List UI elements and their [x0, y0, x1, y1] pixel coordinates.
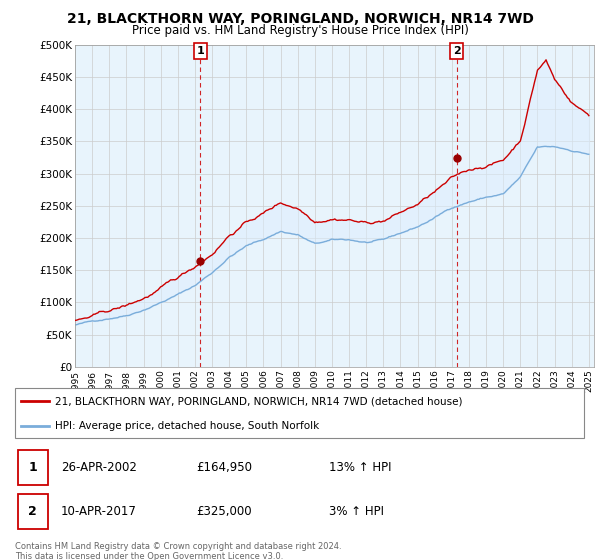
FancyBboxPatch shape	[18, 494, 48, 529]
Text: Contains HM Land Registry data © Crown copyright and database right 2024.
This d: Contains HM Land Registry data © Crown c…	[15, 542, 341, 560]
Text: 1: 1	[196, 46, 204, 56]
FancyBboxPatch shape	[18, 450, 48, 485]
Text: 13% ↑ HPI: 13% ↑ HPI	[329, 461, 391, 474]
Text: £164,950: £164,950	[196, 461, 253, 474]
Text: 10-APR-2017: 10-APR-2017	[61, 505, 137, 518]
Text: 1: 1	[28, 461, 37, 474]
Text: Price paid vs. HM Land Registry's House Price Index (HPI): Price paid vs. HM Land Registry's House …	[131, 24, 469, 36]
Text: £325,000: £325,000	[196, 505, 252, 518]
Text: 2: 2	[453, 46, 461, 56]
Text: 21, BLACKTHORN WAY, PORINGLAND, NORWICH, NR14 7WD (detached house): 21, BLACKTHORN WAY, PORINGLAND, NORWICH,…	[55, 396, 463, 407]
Text: HPI: Average price, detached house, South Norfolk: HPI: Average price, detached house, Sout…	[55, 421, 319, 431]
Text: 3% ↑ HPI: 3% ↑ HPI	[329, 505, 384, 518]
Text: 21, BLACKTHORN WAY, PORINGLAND, NORWICH, NR14 7WD: 21, BLACKTHORN WAY, PORINGLAND, NORWICH,…	[67, 12, 533, 26]
FancyBboxPatch shape	[15, 388, 584, 438]
Text: 2: 2	[28, 505, 37, 518]
Text: 26-APR-2002: 26-APR-2002	[61, 461, 137, 474]
